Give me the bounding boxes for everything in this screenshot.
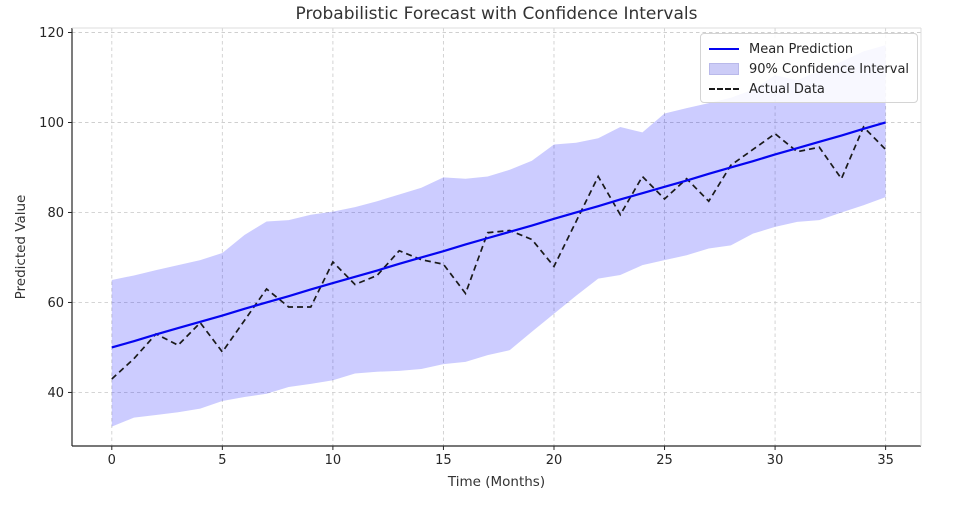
- y-axis-label: Predicted Value: [13, 194, 29, 300]
- legend-label: 90% Confidence Interval: [749, 61, 910, 77]
- x-tick-label: 15: [435, 453, 452, 468]
- x-tick-label: 35: [877, 453, 894, 468]
- legend-label: Actual Data: [749, 81, 825, 97]
- chart-title: Probabilistic Forecast with Confidence I…: [295, 4, 698, 24]
- y-tick-label: 120: [39, 26, 64, 41]
- x-tick-label: 0: [108, 453, 116, 468]
- actual-data-line: [111, 125, 887, 380]
- mean-prediction-line: [111, 121, 886, 349]
- y-tick-label: 100: [39, 116, 64, 131]
- legend-item-mean: Mean Prediction: [709, 40, 909, 58]
- mean-line-swatch-icon: [709, 48, 739, 50]
- legend-item-confidence-band: 90% Confidence Interval: [709, 60, 909, 78]
- x-tick-label: 5: [218, 453, 226, 468]
- x-tick-label: 25: [656, 453, 673, 468]
- x-tick-label: 30: [767, 453, 784, 468]
- legend-label: Mean Prediction: [749, 41, 854, 57]
- actual-data-swatch-icon: [709, 88, 739, 90]
- x-axis-label: Time (Months): [447, 474, 546, 490]
- legend: Mean Prediction 90% Confidence Interval …: [700, 33, 918, 103]
- legend-item-actual: Actual Data: [709, 80, 909, 98]
- x-tick-label: 10: [325, 453, 342, 468]
- confidence-band-swatch-icon: [709, 63, 739, 75]
- x-tick-label: 20: [546, 453, 563, 468]
- y-tick-label: 40: [47, 386, 64, 401]
- y-tick-label: 80: [47, 206, 64, 221]
- y-tick-label: 60: [47, 296, 64, 311]
